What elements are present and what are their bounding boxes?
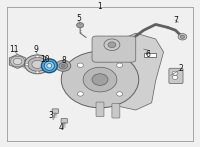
Text: 11: 11 bbox=[9, 45, 18, 54]
Circle shape bbox=[28, 57, 47, 71]
Circle shape bbox=[178, 34, 187, 40]
Circle shape bbox=[77, 63, 83, 67]
Circle shape bbox=[61, 51, 139, 108]
Circle shape bbox=[104, 39, 120, 51]
Circle shape bbox=[56, 60, 71, 71]
Text: 10: 10 bbox=[41, 55, 50, 64]
Circle shape bbox=[180, 35, 185, 38]
FancyBboxPatch shape bbox=[96, 102, 104, 117]
FancyBboxPatch shape bbox=[112, 103, 120, 118]
Circle shape bbox=[36, 71, 39, 73]
Text: 4: 4 bbox=[59, 123, 64, 132]
Circle shape bbox=[61, 64, 65, 67]
FancyBboxPatch shape bbox=[52, 109, 58, 113]
Circle shape bbox=[36, 55, 39, 58]
Ellipse shape bbox=[41, 59, 57, 73]
Ellipse shape bbox=[44, 61, 55, 70]
Polygon shape bbox=[116, 33, 164, 110]
Circle shape bbox=[47, 63, 50, 66]
Text: 6: 6 bbox=[145, 50, 150, 59]
Circle shape bbox=[83, 67, 117, 92]
Circle shape bbox=[59, 63, 68, 69]
Polygon shape bbox=[9, 55, 26, 68]
Circle shape bbox=[172, 75, 178, 79]
Text: 7: 7 bbox=[173, 16, 178, 25]
Text: 9: 9 bbox=[33, 45, 38, 54]
Circle shape bbox=[13, 58, 22, 65]
Circle shape bbox=[32, 60, 43, 68]
Circle shape bbox=[77, 22, 84, 28]
FancyBboxPatch shape bbox=[92, 36, 136, 62]
FancyBboxPatch shape bbox=[144, 54, 156, 57]
Circle shape bbox=[108, 42, 116, 48]
Circle shape bbox=[117, 63, 123, 67]
Circle shape bbox=[77, 92, 83, 96]
Ellipse shape bbox=[47, 64, 52, 68]
Circle shape bbox=[117, 92, 123, 96]
Circle shape bbox=[25, 63, 28, 66]
Circle shape bbox=[25, 55, 50, 74]
Circle shape bbox=[172, 71, 178, 75]
Text: 8: 8 bbox=[62, 56, 67, 65]
Text: 2: 2 bbox=[178, 64, 183, 73]
Text: 1: 1 bbox=[98, 2, 102, 11]
Text: 3: 3 bbox=[49, 111, 54, 120]
FancyBboxPatch shape bbox=[61, 119, 67, 123]
Circle shape bbox=[92, 74, 108, 85]
Text: 5: 5 bbox=[77, 14, 82, 23]
FancyBboxPatch shape bbox=[169, 68, 183, 84]
